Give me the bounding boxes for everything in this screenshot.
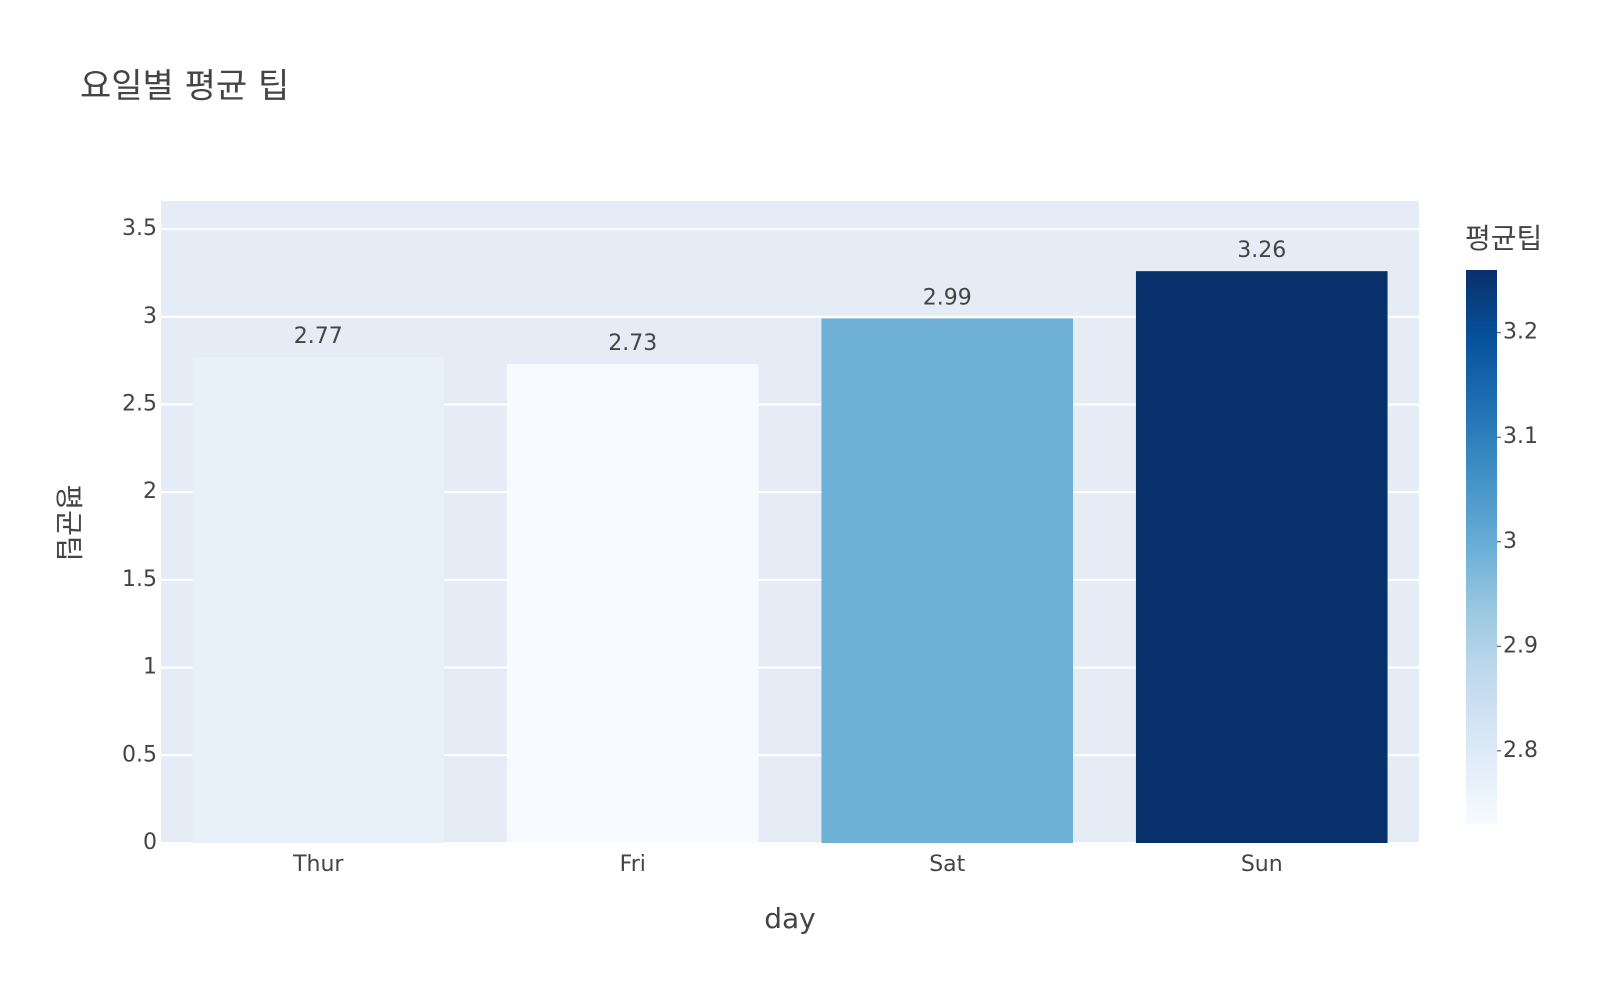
x-tick-label: Thur bbox=[292, 852, 344, 877]
chart-title: 요일별 평균 팁 bbox=[80, 67, 289, 107]
bar bbox=[821, 318, 1074, 843]
x-tick-label: Fri bbox=[620, 852, 646, 877]
data-label: 2.99 bbox=[923, 286, 972, 311]
colorbar-tick-label: 2.8 bbox=[1503, 738, 1538, 763]
x-tick-label: Sat bbox=[929, 852, 965, 877]
y-tick-label: 1.5 bbox=[122, 567, 157, 592]
y-tick-label: 3 bbox=[143, 304, 157, 329]
x-tick-label: Sun bbox=[1241, 852, 1283, 877]
colorbar-tick-label: 3.1 bbox=[1503, 424, 1538, 449]
y-tick-label: 2 bbox=[143, 479, 157, 504]
y-tick-label: 0 bbox=[143, 830, 157, 855]
colorbar-tick-label: 2.9 bbox=[1503, 633, 1538, 658]
data-label: 3.26 bbox=[1237, 238, 1286, 263]
y-tick-label: 3.5 bbox=[122, 216, 157, 241]
colorbar-tick-label: 3.2 bbox=[1503, 320, 1538, 345]
data-label: 2.77 bbox=[294, 324, 343, 349]
y-tick-label: 2.5 bbox=[122, 391, 157, 416]
y-tick-label: 0.5 bbox=[122, 742, 157, 767]
y-tick-label: 1 bbox=[143, 655, 157, 680]
bar bbox=[506, 364, 759, 843]
colorbar-tick-label: 3 bbox=[1503, 529, 1517, 554]
bar bbox=[192, 357, 445, 843]
y-axis-title: 평균팁 bbox=[52, 484, 85, 561]
colorbar bbox=[1466, 270, 1497, 824]
data-label: 2.73 bbox=[608, 331, 657, 356]
bar bbox=[1135, 271, 1388, 843]
x-axis-title: day bbox=[764, 902, 816, 935]
colorbar-title: 평균팁 bbox=[1465, 222, 1542, 255]
